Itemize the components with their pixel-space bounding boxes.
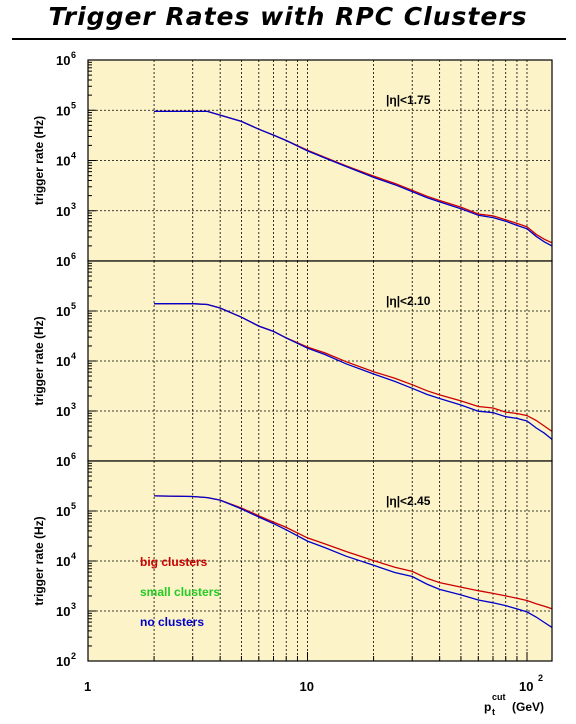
page-title: Trigger Rates with RPC Clusters [48,2,528,31]
panel-eta-label: |η|<1.75 [386,93,431,107]
title-underline [12,38,566,40]
x-axis-label-unit: (GeV) [512,700,544,714]
x-tick-label: 1 [84,679,91,694]
y-tick-exponent: 3 [71,601,76,611]
legend-entry: no clusters [140,615,204,629]
x-axis-label-sub: t [492,707,495,717]
y-tick-exponent: 6 [71,251,76,261]
y-tick-label: 10 [56,254,70,269]
x-axis-label-main: p [484,700,491,714]
x-tick-exponent: 2 [538,673,543,683]
plot-frame [87,460,553,662]
y-tick-label: 10 [56,204,70,219]
y-tick-label: 10 [56,103,70,118]
x-tick-label: 10 [519,679,533,694]
panel-eta-label: |η|<2.45 [386,494,431,508]
series-line-big [154,495,553,610]
y-tick-exponent: 2 [71,651,76,661]
y-tick-exponent: 5 [71,100,76,110]
y-tick-exponent: 4 [71,151,76,161]
series-line-none [154,110,553,247]
y-tick-label: 10 [56,554,70,569]
y-tick-exponent: 4 [71,551,76,561]
y-tick-label: 10 [56,404,70,419]
y-tick-label: 10 [56,504,70,519]
y-tick-exponent: 4 [71,351,76,361]
y-tick-label: 10 [56,304,70,319]
x-tick-label: 10 [299,679,313,694]
y-tick-exponent: 6 [71,451,76,461]
y-tick-label: 10 [56,604,70,619]
x-axis: 1 10 10 2 p t cut (GeV) [84,652,544,717]
y-tick-label: 10 [56,53,70,68]
y-tick-label: 10 [56,454,70,469]
legend-entry: big clusters [140,555,208,569]
y-tick-exponent: 3 [71,401,76,411]
series-line-none [154,303,553,440]
series-line-none [154,495,553,628]
x-axis-label-sup: cut [492,692,506,702]
y-axis-label: trigger rate (Hz) [32,116,46,205]
y-tick-exponent: 6 [71,50,76,60]
legend-entry: small clusters [140,585,220,599]
y-tick-exponent: 5 [71,501,76,511]
y-tick-exponent: 3 [71,201,76,211]
y-tick-label: 10 [56,154,70,169]
y-axis-label: trigger rate (Hz) [32,516,46,605]
legend: big clusters small clusters no clusters [140,555,220,629]
panel-eta-label: |η|<2.10 [386,294,431,308]
y-tick-label: 10 [56,654,70,669]
y-tick-exponent: 5 [71,301,76,311]
y-axis-label: trigger rate (Hz) [32,316,46,405]
y-tick-label: 10 [56,354,70,369]
